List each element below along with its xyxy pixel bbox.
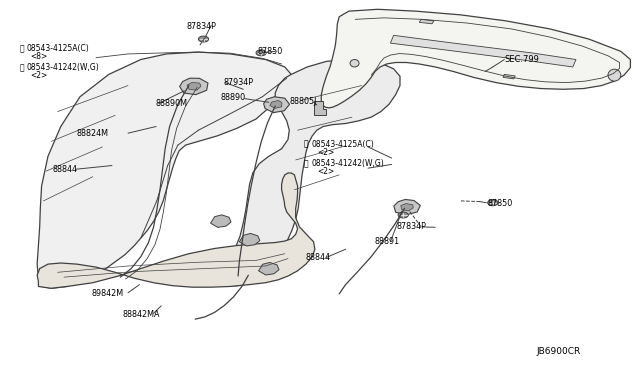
Text: <8>: <8>	[31, 52, 48, 61]
Text: 87834P: 87834P	[187, 22, 217, 31]
Polygon shape	[394, 199, 420, 215]
Text: 88890M: 88890M	[156, 99, 188, 108]
Text: 88890: 88890	[220, 93, 245, 102]
Polygon shape	[37, 52, 291, 288]
Polygon shape	[180, 78, 208, 94]
Text: <2>: <2>	[31, 71, 48, 80]
Polygon shape	[314, 101, 326, 115]
Text: 88805J: 88805J	[289, 97, 317, 106]
Text: Ⓢ: Ⓢ	[19, 44, 24, 53]
Circle shape	[256, 50, 266, 56]
Polygon shape	[259, 263, 279, 275]
Polygon shape	[321, 9, 630, 108]
Text: Ⓢ: Ⓢ	[19, 63, 24, 72]
Text: 08543-41242(W,G): 08543-41242(W,G)	[27, 63, 100, 72]
Polygon shape	[239, 234, 260, 246]
Text: Ⓢ: Ⓢ	[304, 159, 308, 168]
Polygon shape	[223, 60, 400, 286]
Text: 87834P: 87834P	[397, 222, 427, 231]
Text: 88891: 88891	[374, 237, 399, 246]
Text: 08543-41242(W,G): 08543-41242(W,G)	[312, 159, 385, 168]
Circle shape	[488, 200, 498, 206]
Polygon shape	[187, 83, 201, 90]
Text: 87934P: 87934P	[224, 78, 254, 87]
Text: SEC.799: SEC.799	[504, 55, 539, 64]
Text: Ⓢ: Ⓢ	[304, 140, 308, 149]
Polygon shape	[503, 74, 515, 79]
Text: 08543-4125A(C): 08543-4125A(C)	[312, 140, 374, 149]
Text: 88824M: 88824M	[77, 129, 109, 138]
Polygon shape	[401, 203, 413, 211]
Polygon shape	[390, 35, 576, 67]
Text: 88844: 88844	[52, 165, 77, 174]
Circle shape	[198, 36, 209, 42]
Polygon shape	[211, 215, 231, 227]
Text: <2>: <2>	[317, 148, 334, 157]
Text: 89842M: 89842M	[92, 289, 124, 298]
Polygon shape	[419, 19, 434, 24]
Text: 87850: 87850	[488, 199, 513, 208]
Text: 08543-4125A(C): 08543-4125A(C)	[27, 44, 90, 53]
Ellipse shape	[608, 69, 621, 81]
Ellipse shape	[350, 60, 359, 67]
Polygon shape	[37, 173, 315, 288]
Text: JB6900CR: JB6900CR	[536, 347, 580, 356]
Circle shape	[398, 212, 408, 218]
Text: 88842MA: 88842MA	[123, 310, 161, 319]
Text: 87850: 87850	[258, 47, 283, 56]
Text: <2>: <2>	[317, 167, 334, 176]
Text: 88844: 88844	[305, 253, 330, 262]
Polygon shape	[270, 100, 282, 108]
Polygon shape	[264, 97, 289, 113]
